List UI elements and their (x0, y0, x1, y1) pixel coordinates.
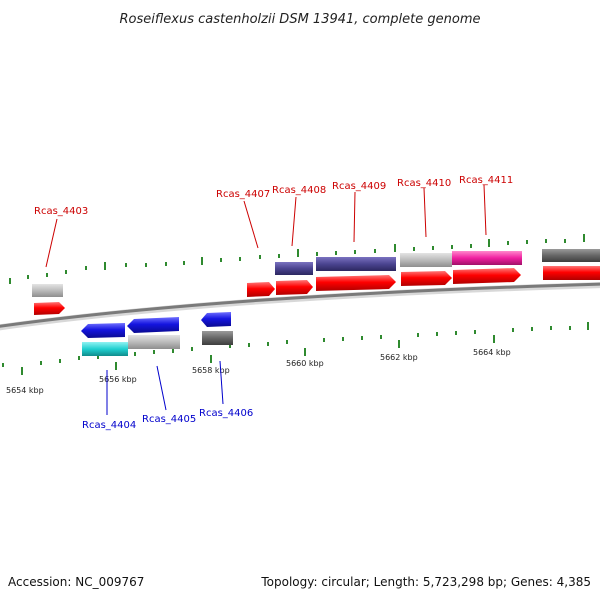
cds-arrow-rcas-4410[interactable] (401, 271, 452, 286)
leader-line-rcas-4407 (243, 200, 259, 249)
cds-arrow-rcas-4403[interactable] (34, 302, 65, 315)
gene-feature-rcas-4405[interactable] (128, 335, 180, 349)
tick-label-5662: 5662 kbp (380, 353, 418, 362)
leader-line-rcas-4411 (483, 184, 487, 236)
gene-feature-next[interactable] (542, 249, 600, 262)
cds-arrow-rcas-4409[interactable] (316, 275, 396, 291)
gene-label-rcas-4404[interactable]: Rcas_4404 (82, 420, 136, 431)
map-title: Roseiflexus castenholzii DSM 13941, comp… (120, 12, 481, 27)
forward-cds-track (34, 266, 600, 315)
reverse-gene-labels (106, 360, 224, 415)
leader-line-rcas-4403 (45, 218, 58, 268)
leader-line-rcas-4405 (156, 365, 167, 411)
leader-line-rcas-4409 (353, 191, 356, 243)
tick-label-5658: 5658 kbp (192, 366, 230, 375)
gene-feature-rcas-4406[interactable] (202, 331, 233, 345)
cds-arrow-next[interactable] (543, 266, 600, 280)
gene-feature-rcas-4408[interactable] (275, 262, 313, 275)
gene-label-rcas-4403[interactable]: Rcas_4403 (34, 206, 88, 217)
gene-label-rcas-4410[interactable]: Rcas_4410 (397, 178, 451, 189)
tick-label-5654: 5654 kbp (6, 386, 44, 395)
forward-gene-track (32, 249, 600, 297)
gene-feature-rcas-4404[interactable] (82, 342, 128, 356)
gene-feature-rcas-4409[interactable] (316, 257, 396, 271)
cds-arrow-rcas-4407[interactable] (247, 282, 275, 297)
cds-arrow-rcas-4411[interactable] (453, 268, 521, 284)
lower-tick-track (2, 322, 589, 375)
gene-label-rcas-4407[interactable]: Rcas_4407 (216, 189, 270, 200)
gene-label-rcas-4405[interactable]: Rcas_4405 (142, 414, 196, 425)
gene-label-rcas-4409[interactable]: Rcas_4409 (332, 181, 386, 192)
gene-feature-rcas-4410[interactable] (400, 253, 452, 267)
cds-arrow-rcas-4404[interactable] (81, 323, 125, 338)
tick-label-5656: 5656 kbp (99, 375, 137, 384)
gene-label-rcas-4406[interactable]: Rcas_4406 (199, 408, 253, 419)
gene-feature-rcas-4403[interactable] (32, 284, 63, 297)
leader-line-rcas-4408 (291, 196, 297, 247)
genome-summary-text: Topology: circular; Length: 5,723,298 bp… (260, 575, 591, 589)
gene-label-rcas-4411[interactable]: Rcas_4411 (459, 175, 513, 186)
cds-arrow-rcas-4406[interactable] (201, 312, 231, 327)
leader-line-rcas-4406 (219, 360, 224, 405)
accession-text: Accession: NC_009767 (8, 575, 144, 589)
reverse-cds-track (81, 312, 231, 338)
cds-arrow-rcas-4405[interactable] (127, 317, 179, 333)
reverse-gene-track (82, 331, 233, 356)
genome-backbone (0, 282, 600, 328)
tick-label-5660: 5660 kbp (286, 359, 324, 368)
gene-feature-rcas-4411[interactable] (452, 251, 522, 265)
upper-tick-track (9, 234, 585, 284)
tick-label-5664: 5664 kbp (473, 348, 511, 357)
leader-line-rcas-4410 (423, 187, 427, 238)
gene-label-rcas-4408[interactable]: Rcas_4408 (272, 185, 326, 196)
cds-arrow-rcas-4408[interactable] (276, 280, 313, 295)
forward-gene-labels (45, 184, 487, 268)
